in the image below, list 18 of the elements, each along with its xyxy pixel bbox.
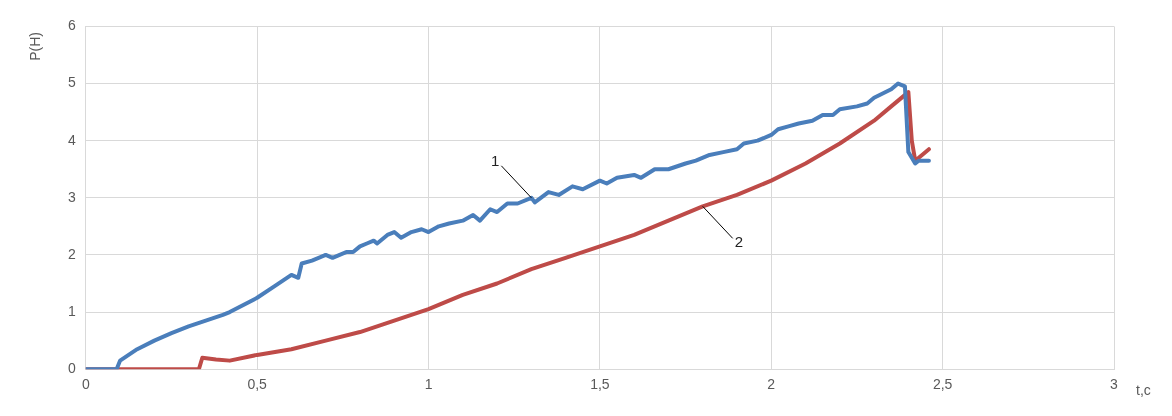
y-tick-label: 2 (67, 245, 76, 262)
x-tick-label: 1 (424, 376, 433, 393)
y-tick-label: 6 (67, 17, 76, 34)
annotation: 2 (734, 232, 744, 250)
x-tick-label: 0 (81, 376, 90, 393)
x-tick-label: 1,5 (590, 376, 610, 393)
x-axis-title: t,c (1136, 382, 1151, 399)
x-tick-label: 2,5 (932, 376, 953, 393)
x-tick-label: 0,5 (247, 376, 268, 393)
annotation: 1 (491, 151, 500, 169)
y-tick-label: 4 (67, 131, 76, 148)
x-tick-label: 2 (767, 376, 776, 393)
y-tick-label: 3 (67, 188, 76, 205)
y-axis-title: P(H) (26, 32, 43, 61)
y-tick-label: 0 (67, 360, 76, 377)
y-tick-label: 1 (67, 302, 76, 319)
y-tick-label: 5 (67, 74, 76, 91)
x-tick-label: 3 (1110, 376, 1119, 393)
